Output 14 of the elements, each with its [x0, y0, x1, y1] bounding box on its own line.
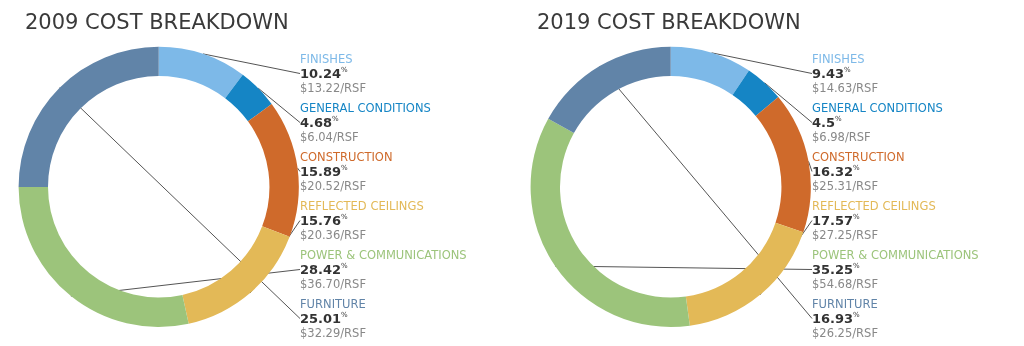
- slice-label: POWER & COMMUNICATIONS: [300, 248, 467, 262]
- slice-label: CONSTRUCTION: [812, 150, 905, 164]
- slice-label: POWER & COMMUNICATIONS: [812, 248, 979, 262]
- slice-label: GENERAL CONDITIONS: [300, 101, 431, 115]
- chart-title: 2019 COST BREAKDOWN: [537, 9, 801, 34]
- slice-label: FURNITURE: [300, 297, 366, 311]
- slice-label: FURNITURE: [812, 297, 878, 311]
- slice-label: CONSTRUCTION: [300, 150, 393, 164]
- chart-title: 2009 COST BREAKDOWN: [25, 9, 289, 34]
- slice-label: FINISHES: [300, 52, 353, 66]
- slice-label: REFLECTED CEILINGS: [812, 199, 936, 213]
- slice-label: GENERAL CONDITIONS: [812, 101, 943, 115]
- slice-label: FINISHES: [812, 52, 865, 66]
- slice-label: REFLECTED CEILINGS: [300, 199, 424, 213]
